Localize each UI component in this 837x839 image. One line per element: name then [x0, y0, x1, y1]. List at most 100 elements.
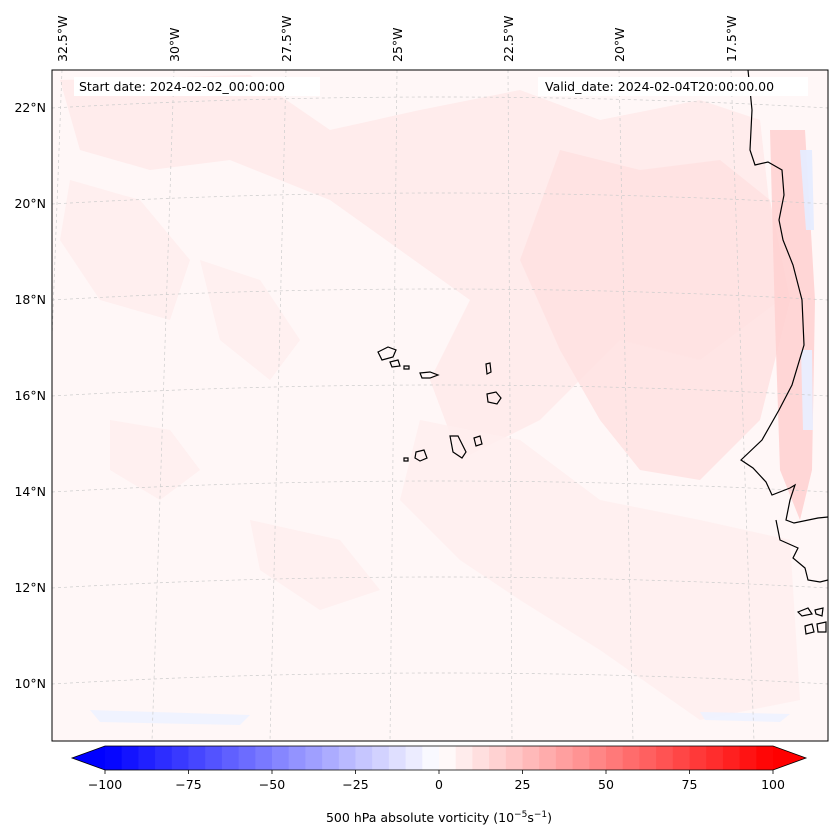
- colorbar-bin: [672, 746, 691, 770]
- colorbar-bin: [238, 746, 256, 770]
- africa-coastline-south: [775, 519, 828, 583]
- colorbar-bin: [205, 746, 223, 770]
- colorbar-bin: [439, 746, 457, 770]
- vorticity-patch: [400, 420, 800, 720]
- cabo-verde-sal: [485, 362, 492, 375]
- colorbar-bin: [121, 746, 139, 770]
- meridian-20W: [618, 70, 634, 741]
- longitude-labels: 32.5°W 30°W 27.5°W 25°W 22.5°W 20°W 17.5…: [55, 16, 739, 62]
- start-date-box: [74, 77, 320, 96]
- colorbar-bin: [322, 746, 340, 770]
- colorbar-bin: [489, 746, 507, 770]
- colorbar-bin: [555, 746, 574, 770]
- parallel-22N: [52, 96, 828, 109]
- colorbar-bin: [505, 746, 524, 770]
- vorticity-patch-negative: [90, 710, 250, 725]
- colorbar-bin: [606, 746, 624, 770]
- colorbar-bin: [522, 746, 540, 770]
- parallel-18N: [52, 288, 828, 301]
- cabo-verde-boa-vista: [486, 391, 502, 405]
- colorbar-bin: [388, 746, 407, 770]
- colorbar-bin: [188, 746, 206, 770]
- colorbar-bin: [338, 746, 357, 770]
- colorbar-title: 500 hPa absolute vorticity (10−5s−1): [326, 810, 552, 825]
- parallel-20N: [52, 192, 828, 205]
- meridian-25W: [389, 70, 398, 741]
- vorticity-field: [60, 75, 815, 725]
- colorbar-bin: [722, 746, 741, 770]
- colorbar-bin: [622, 746, 640, 770]
- colorbar-bin: [539, 746, 557, 770]
- meridian-30W: [151, 70, 175, 741]
- bijagos-islands: [796, 607, 827, 635]
- colorbar-tick-label: −50: [259, 777, 285, 792]
- cabo-verde-santiago: [449, 435, 467, 459]
- meridian-17-5W: [730, 70, 755, 741]
- lon-label: 17.5°W: [724, 16, 739, 62]
- colorbar-bin: [756, 746, 774, 770]
- lat-label: 10°N: [14, 676, 46, 691]
- vorticity-patch-negative: [700, 712, 790, 722]
- colorbar-bin: [272, 746, 290, 770]
- colorbar-tick-label: −25: [342, 777, 368, 792]
- colorbar-bin: [739, 746, 757, 770]
- lat-label: 22°N: [14, 100, 46, 115]
- coastlines: [377, 70, 828, 635]
- map-frame: [51, 69, 829, 742]
- meridian-22-5W: [507, 70, 513, 741]
- cabo-verde-sao-nicolau: [419, 371, 440, 379]
- valid-date-label: Valid_date: 2024-02-04T20:00:00.00: [545, 79, 774, 94]
- colorbar-tick-label: −100: [88, 777, 122, 792]
- vorticity-patch: [520, 150, 790, 480]
- cabo-verde-maio: [473, 435, 483, 447]
- colorbar-bin: [155, 746, 173, 770]
- parallel-10N: [52, 672, 828, 685]
- cabo-verde-fogo: [414, 449, 428, 462]
- lat-label: 20°N: [14, 196, 46, 211]
- cabo-verde-brava: [403, 457, 409, 462]
- start-date-label: Start date: 2024-02-02_00:00:00: [79, 79, 285, 94]
- colorbar-tick-label: 25: [515, 777, 531, 792]
- colorbar-bin: [455, 746, 473, 770]
- colorbar-extend-low: [72, 746, 105, 770]
- lon-label: 27.5°W: [279, 16, 294, 62]
- vorticity-patch-negative: [801, 350, 813, 430]
- lon-label: 20°W: [612, 27, 627, 62]
- latitude-labels: 22°N 20°N 18°N 16°N 14°N 12°N 10°N: [14, 100, 46, 691]
- colorbar-bin: [656, 746, 674, 770]
- colorbar-bin: [589, 746, 607, 770]
- parallel-16N: [52, 384, 828, 397]
- colorbar-bin: [221, 746, 240, 770]
- colorbar-tick-label: 75: [682, 777, 698, 792]
- colorbar-bin: [305, 746, 323, 770]
- colorbar-bin: [372, 746, 390, 770]
- vorticity-patch: [250, 520, 380, 610]
- colorbar-bin: [138, 746, 156, 770]
- colorbar-bin: [639, 746, 657, 770]
- vorticity-patch: [110, 420, 200, 500]
- lon-label: 32.5°W: [55, 16, 70, 62]
- vorticity-patch: [60, 180, 190, 320]
- vorticity-patch: [200, 260, 300, 380]
- map-panel: Start date: 2024-02-02_00:00:00 Valid_da…: [51, 69, 829, 742]
- gridlines: [52, 70, 828, 741]
- colorbar-tick-label: −75: [175, 777, 201, 792]
- colorbar-bin: [355, 746, 373, 770]
- colorbar-bin: [255, 746, 273, 770]
- colorbar-bin: [689, 746, 707, 770]
- meridian-27-5W: [269, 70, 287, 741]
- colorbar-tick-label: 0: [435, 777, 443, 792]
- africa-coastline: [740, 70, 828, 524]
- vorticity-patch-negative: [800, 150, 814, 230]
- colorbar-bin: [706, 746, 724, 770]
- colorbar-bin: [288, 746, 306, 770]
- colorbar-bin: [171, 746, 190, 770]
- colorbar-ticks: −100 −75 −50 −25 0 25 50 75 100: [88, 770, 785, 792]
- colorbar-bin: [405, 746, 423, 770]
- colorbar-bins: [105, 746, 774, 770]
- lon-label: 22.5°W: [501, 16, 516, 62]
- cabo-verde-santo-antao: [377, 346, 397, 361]
- valid-date-box: [538, 77, 808, 96]
- lat-label: 14°N: [14, 484, 46, 499]
